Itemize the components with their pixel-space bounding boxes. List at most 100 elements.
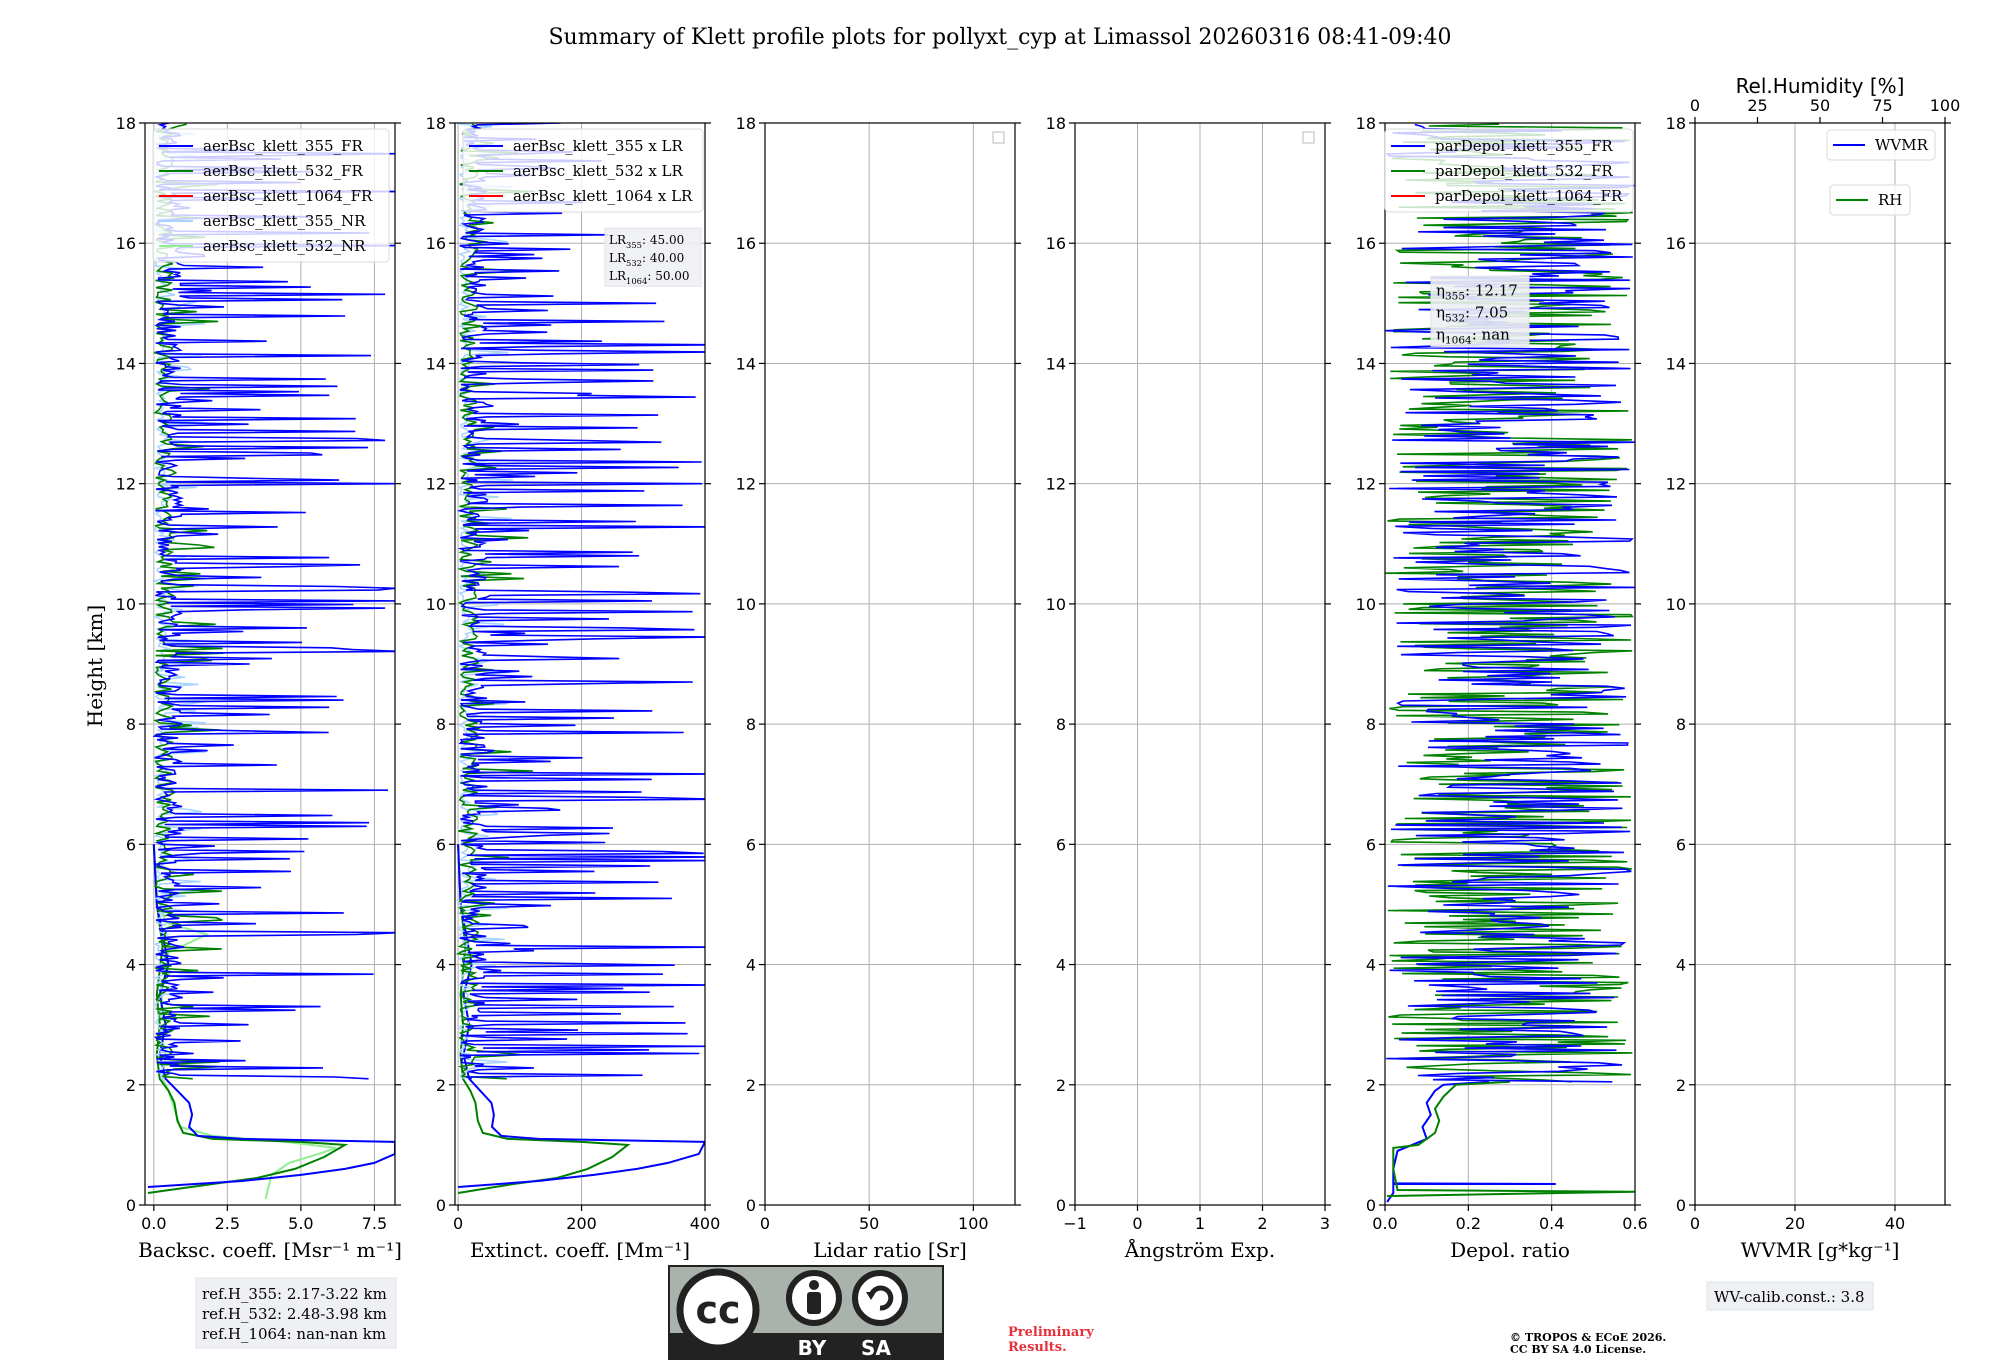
y-tick-label: 12 (116, 475, 136, 494)
y-tick-label: 10 (1046, 595, 1066, 614)
y-tick-label: 0 (1676, 1196, 1686, 1215)
series-parDepol_klett_355_FR (1386, 1080, 1556, 1203)
x-tick-label: 200 (566, 1214, 597, 1233)
x-tick-label: 20 (1785, 1214, 1805, 1233)
legend-entry-rh: RH (1878, 191, 1902, 209)
y-tick-label: 10 (736, 595, 756, 614)
legend-entry: aerBsc_klett_355_FR (203, 137, 363, 155)
y-tick-label: 12 (1046, 475, 1066, 494)
legend-box-rh (1829, 184, 1911, 216)
top-x-axis-label: Rel.Humidity [%] (1736, 74, 1905, 98)
y-tick-label: 12 (1666, 475, 1686, 494)
eta-annotation-line: η532: 7.05 (1436, 303, 1508, 324)
y-tick-label: 4 (126, 956, 136, 975)
series-noise-green (153, 123, 224, 1080)
axes-frame (1694, 122, 1946, 1206)
y-tick-label: 2 (1676, 1076, 1686, 1095)
y-tick-label: 16 (1356, 234, 1376, 253)
y-tick-label: 0 (1366, 1196, 1376, 1215)
y-tick-label: 10 (1666, 595, 1686, 614)
y-tick-label: 16 (736, 234, 756, 253)
y-tick-label: 2 (746, 1076, 756, 1095)
y-tick-label: 0 (126, 1196, 136, 1215)
x-axis-label: WVMR [g*kg⁻¹] (1741, 1238, 1900, 1262)
y-tick-label: 16 (1666, 234, 1686, 253)
legend-box (462, 128, 704, 213)
x-tick-label: 0 (760, 1214, 770, 1233)
legend-box (1384, 128, 1634, 213)
top-x-tick-label: 75 (1872, 96, 1892, 115)
y-tick-label: 0 (436, 1196, 446, 1215)
series-aerBsc_klett_532 x LR (457, 844, 631, 1194)
legend-entry: aerBsc_klett_355_NR (203, 212, 366, 230)
y-tick-label: 8 (746, 715, 756, 734)
series-aerBsc_klett_532_FR (147, 844, 349, 1194)
y-tick-label: 14 (1046, 354, 1066, 373)
top-x-tick-label: 50 (1810, 96, 1830, 115)
y-tick-label: 0 (1056, 1196, 1066, 1215)
legend-box-wvmr (1826, 129, 1936, 161)
panel-bsc: 0 2 4 6 8 10 12 14 16 18 0.0 2.5 5.0 7.5 Backsc. coeff… (116, 114, 402, 1262)
empty-legend-box (992, 131, 1005, 144)
y-tick-label: 18 (736, 114, 756, 133)
axes-frame (764, 122, 1016, 1206)
legend-entry: aerBsc_klett_1064_FR (203, 187, 373, 205)
y-tick-label: 18 (1356, 114, 1376, 133)
y-tick-label: 2 (1056, 1076, 1066, 1095)
ref-height-1064: ref.H_1064: nan-nan km (202, 1325, 386, 1343)
top-x-tick-label: 25 (1747, 96, 1767, 115)
top-x-tick-label: 100 (1930, 96, 1961, 115)
y-tick-label: 6 (1676, 835, 1686, 854)
y-tick-label: 10 (116, 595, 136, 614)
share-alike-icon (852, 1270, 908, 1326)
ref-height-355: ref.H_355: 2.17-3.22 km (202, 1285, 387, 1303)
y-tick-label: 12 (426, 475, 446, 494)
y-tick-label: 12 (1356, 475, 1376, 494)
y-tick-label: 6 (746, 835, 756, 854)
legend-entry: parDepol_klett_532_FR (1435, 162, 1613, 180)
eta-annotation-box (1430, 275, 1530, 347)
copyright-note: © TROPOS & ECoE 2026. CC BY SA 4.0 Licen… (1510, 1331, 1666, 1356)
series-noise-blue (456, 123, 705, 1080)
x-tick-label: 40 (1885, 1214, 1905, 1233)
y-tick-label: 6 (1056, 835, 1066, 854)
y-tick-label: 18 (426, 114, 446, 133)
series-group (455, 123, 705, 1194)
y-tick-label: 16 (426, 234, 446, 253)
x-tick-label: −1 (1063, 1214, 1087, 1233)
y-tick-label: 14 (116, 354, 136, 373)
y-tick-label: 18 (1666, 114, 1686, 133)
x-tick-label: 0.2 (1456, 1214, 1481, 1233)
legend-entry: parDepol_klett_1064_FR (1435, 187, 1623, 205)
eta-annotation-line: η1064: nan (1436, 325, 1510, 346)
x-tick-label: 0 (453, 1214, 463, 1233)
panel-lr: 0 2 4 6 8 10 12 14 16 18 0 50 100 Lidar ratio [Sr] (736, 114, 1021, 1262)
x-tick-label: 3 (1320, 1214, 1330, 1233)
lr-annotation-box (604, 227, 702, 287)
x-tick-label: 2 (1257, 1214, 1267, 1233)
y-tick-label: 6 (126, 835, 136, 854)
x-tick-label: 2.5 (215, 1214, 240, 1233)
x-axis-label: Lidar ratio [Sr] (813, 1238, 967, 1262)
y-tick-label: 12 (736, 475, 756, 494)
ref-height-532: ref.H_532: 2.48-3.98 km (202, 1305, 387, 1323)
y-tick-label: 16 (1046, 234, 1066, 253)
legend-box (152, 128, 390, 263)
x-axis-label: Backsc. coeff. [Msr⁻¹ m⁻¹] (138, 1238, 402, 1262)
y-tick-label: 4 (436, 956, 446, 975)
series-group (147, 123, 395, 1200)
legend-entry-wvmr: WVMR (1875, 136, 1929, 154)
x-tick-label: 50 (859, 1214, 879, 1233)
y-tick-label: 4 (1056, 956, 1066, 975)
y-tick-label: 8 (1056, 715, 1066, 734)
preliminary-note: Preliminary Results. (1008, 1325, 1094, 1355)
lr-annotation-line: LR532: 40.00 (609, 251, 684, 268)
y-tick-label: 6 (1366, 835, 1376, 854)
y-tick-label: 8 (126, 715, 136, 734)
x-axis-label: Depol. ratio (1450, 1238, 1570, 1262)
series-noise-blue (152, 123, 395, 1080)
